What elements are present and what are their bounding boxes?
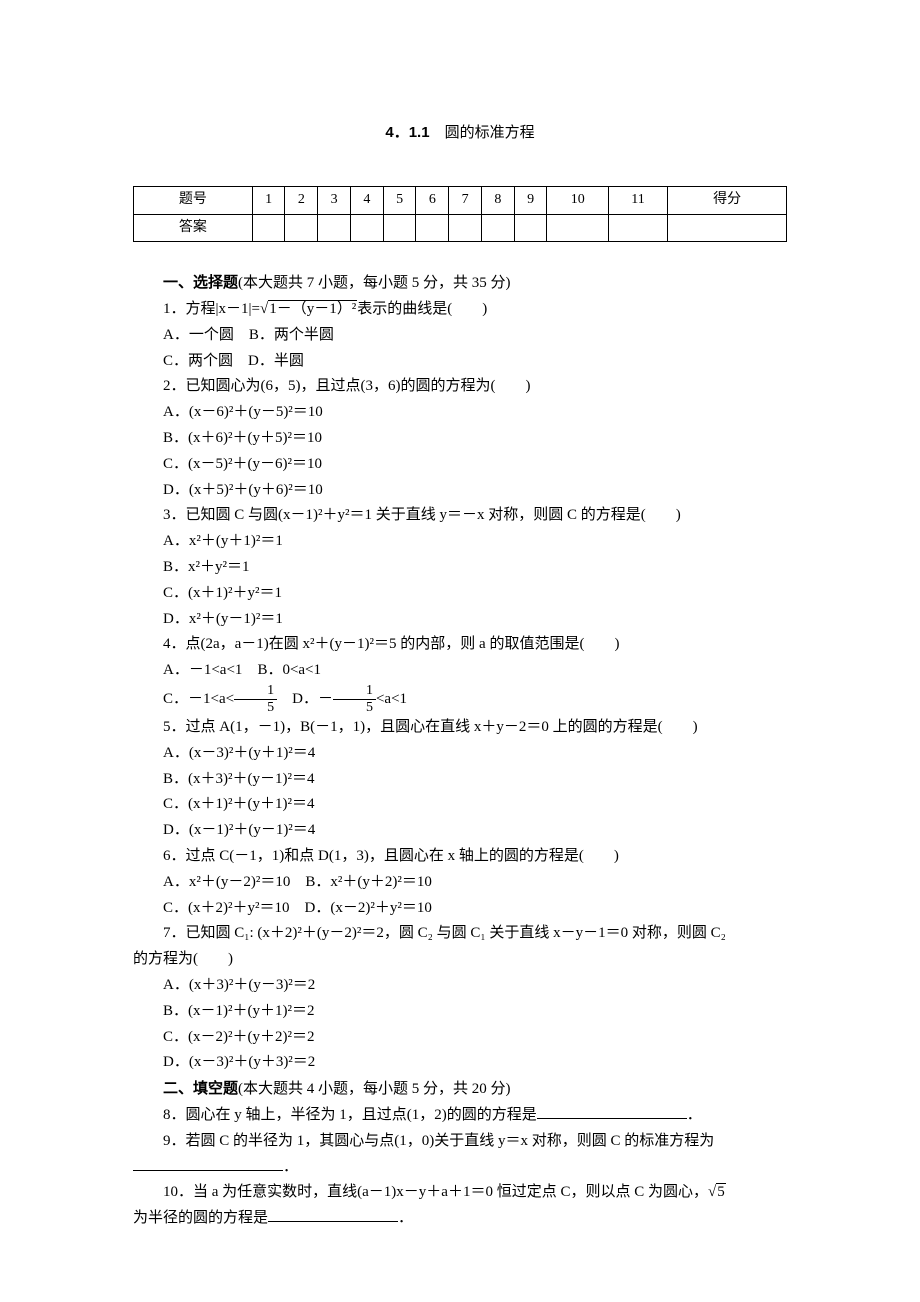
answer-blank bbox=[133, 1156, 283, 1171]
question-5-option: A．(x－3)²＋(y＋1)²＝4 bbox=[133, 741, 787, 767]
question-7-option: C．(x－2)²＋(y＋2)²＝2 bbox=[133, 1025, 787, 1051]
question-3-stem: 3．已知圆 C 与圆(x－1)²＋y²＝1 关于直线 y＝－x 对称，则圆 C … bbox=[133, 503, 787, 529]
answer-cell bbox=[481, 214, 514, 242]
answer-cell bbox=[608, 214, 667, 242]
section-number: 4．1.1 bbox=[385, 124, 429, 141]
header-cell: 6 bbox=[416, 187, 449, 215]
answer-cell bbox=[285, 214, 318, 242]
question-7-option: A．(x＋3)²＋(y－3)²＝2 bbox=[133, 973, 787, 999]
answer-cell bbox=[514, 214, 547, 242]
question-3-option: C．(x＋1)²＋y²＝1 bbox=[133, 581, 787, 607]
answer-cell bbox=[547, 214, 608, 242]
question-6-stem: 6．过点 C(－1，1)和点 D(1，3)，且圆心在 x 轴上的圆的方程是( ) bbox=[133, 844, 787, 870]
header-cell: 8 bbox=[481, 187, 514, 215]
question-6-option-row: C．(x＋2)²＋y²＝10 D．(x－2)²＋y²＝10 bbox=[133, 896, 787, 922]
question-3-option: A．x²＋(y＋1)²＝1 bbox=[133, 529, 787, 555]
header-cell: 7 bbox=[449, 187, 482, 215]
question-7-option: D．(x－3)²＋(y＋3)²＝2 bbox=[133, 1050, 787, 1076]
question-1-option-row: C．两个圆 D．半圆 bbox=[133, 349, 787, 375]
question-2-option: A．(x－6)²＋(y－5)²＝10 bbox=[133, 400, 787, 426]
header-cell: 10 bbox=[547, 187, 608, 215]
question-5-option: B．(x＋3)²＋(y－1)²＝4 bbox=[133, 767, 787, 793]
answer-blank bbox=[268, 1207, 398, 1222]
question-9-stem: 9．若圆 C 的半径为 1，其圆心与点(1，0)关于直线 y＝x 对称，则圆 C… bbox=[133, 1129, 787, 1155]
header-cell: 5 bbox=[383, 187, 416, 215]
question-2-option: C．(x－5)²＋(y－6)²＝10 bbox=[133, 452, 787, 478]
question-7-stem-cont: 的方程为( ) bbox=[133, 947, 787, 973]
table-row: 答案 bbox=[134, 214, 787, 242]
header-cell: 得分 bbox=[668, 187, 787, 215]
answer-blank bbox=[537, 1104, 687, 1119]
header-cell: 2 bbox=[285, 187, 318, 215]
question-5-option: C．(x＋1)²＋(y＋1)²＝4 bbox=[133, 792, 787, 818]
question-1-option-row: A．一个圆 B．两个半圆 bbox=[133, 323, 787, 349]
table-row: 题号 1 2 3 4 5 6 7 8 9 10 11 得分 bbox=[134, 187, 787, 215]
question-2-option: B．(x＋6)²＋(y＋5)²＝10 bbox=[133, 426, 787, 452]
question-6-option-row: A．x²＋(y－2)²＝10 B．x²＋(y＋2)²＝10 bbox=[133, 870, 787, 896]
answer-cell bbox=[318, 214, 351, 242]
score-table: 题号 1 2 3 4 5 6 7 8 9 10 11 得分 答案 bbox=[133, 186, 787, 242]
question-8-stem: 8．圆心在 y 轴上，半径为 1，且过点(1，2)的圆的方程是． bbox=[133, 1103, 787, 1129]
answer-label-cell: 答案 bbox=[134, 214, 253, 242]
question-4-option-row: C．－1<a<15 D．－15<a<1 bbox=[133, 684, 787, 715]
section-1-header: 一、选择题(本大题共 7 小题，每小题 5 分，共 35 分) bbox=[133, 270, 787, 297]
header-cell: 9 bbox=[514, 187, 547, 215]
header-cell: 4 bbox=[350, 187, 383, 215]
answer-cell bbox=[449, 214, 482, 242]
answer-cell bbox=[383, 214, 416, 242]
header-cell: 1 bbox=[252, 187, 285, 215]
section-2-header: 二、填空题(本大题共 4 小题，每小题 5 分，共 20 分) bbox=[133, 1076, 787, 1103]
header-cell: 3 bbox=[318, 187, 351, 215]
header-cell: 题号 bbox=[134, 187, 253, 215]
question-9-blank: ． bbox=[133, 1155, 787, 1181]
section-name: 圆的标准方程 bbox=[445, 125, 535, 141]
question-7-option: B．(x－1)²＋(y＋1)²＝2 bbox=[133, 999, 787, 1025]
question-3-option: B．x²＋y²＝1 bbox=[133, 555, 787, 581]
content-body: 一、选择题(本大题共 7 小题，每小题 5 分，共 35 分) 1．方程|x－1… bbox=[133, 270, 787, 1232]
header-cell: 11 bbox=[608, 187, 667, 215]
answer-cell bbox=[252, 214, 285, 242]
question-5-option: D．(x－1)²＋(y－1)²＝4 bbox=[133, 818, 787, 844]
answer-cell bbox=[350, 214, 383, 242]
answer-cell bbox=[668, 214, 787, 242]
question-3-option: D．x²＋(y－1)²＝1 bbox=[133, 607, 787, 633]
page-title: 4．1.1 圆的标准方程 bbox=[133, 120, 787, 146]
question-10-stem: 10．当 a 为任意实数时，直线(a－1)x－y＋a＋1＝0 恒过定点 C，则以… bbox=[133, 1180, 787, 1206]
question-2-option: D．(x＋5)²＋(y＋6)²＝10 bbox=[133, 478, 787, 504]
question-5-stem: 5．过点 A(1，－1)，B(－1，1)，且圆心在直线 x＋y－2＝0 上的圆的… bbox=[133, 715, 787, 741]
answer-cell bbox=[416, 214, 449, 242]
question-4-option-row: A．－1<a<1 B．0<a<1 bbox=[133, 658, 787, 684]
question-4-stem: 4．点(2a，a－1)在圆 x²＋(y－1)²＝5 的内部，则 a 的取值范围是… bbox=[133, 632, 787, 658]
question-7-stem: 7．已知圆 C₁: (x＋2)²＋(y－2)²＝2，圆 C₂ 与圆 C₁ 关于直… bbox=[133, 921, 787, 947]
question-10-stem-cont: 为半径的圆的方程是． bbox=[133, 1206, 787, 1232]
question-1-stem: 1．方程|x－1|=√1－（y－1）²表示的曲线是( ) bbox=[133, 297, 787, 323]
question-2-stem: 2．已知圆心为(6，5)，且过点(3，6)的圆的方程为( ) bbox=[133, 374, 787, 400]
